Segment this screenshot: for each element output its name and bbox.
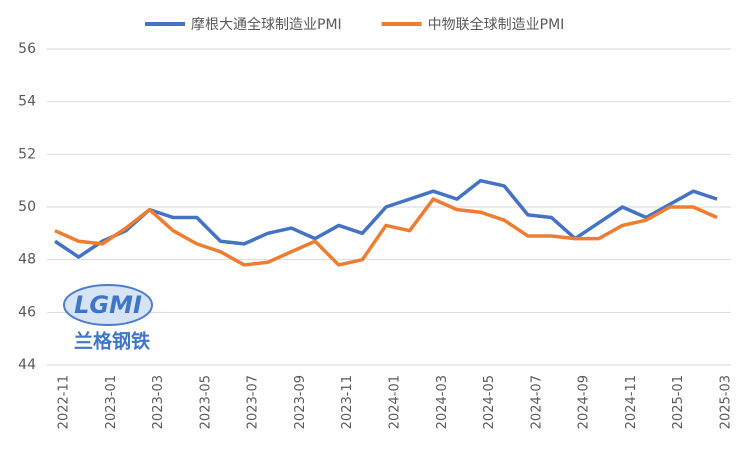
x-tick-label: 2023-11: [340, 375, 355, 429]
x-tick-label: 2024-03: [435, 375, 450, 429]
series-line: [54, 197, 718, 267]
x-tick-label: 2024-05: [482, 375, 497, 429]
y-tick-label: 56: [18, 41, 36, 57]
y-tick-label: 48: [18, 252, 36, 268]
x-tick-label: 2025-03: [719, 375, 734, 429]
logo-text: LGMI: [74, 291, 142, 319]
logo-badge: [63, 284, 153, 326]
y-tick-label: 44: [18, 357, 36, 373]
y-tick-label: 52: [18, 146, 36, 162]
y-tick-label: 50: [18, 199, 36, 215]
series-line: [54, 178, 718, 259]
x-tick-label: 2024-01: [388, 375, 403, 429]
x-tick-label: 2023-09: [293, 375, 308, 429]
x-tick-label: 2024-09: [577, 375, 592, 429]
logo: LGMI 兰格钢铁: [63, 284, 153, 353]
x-tick-label: 2023-03: [151, 375, 166, 429]
x-tick-label: 2024-11: [624, 375, 639, 429]
x-tick-label: 2024-07: [529, 375, 544, 429]
x-tick-label: 2025-01: [671, 375, 686, 429]
logo-subtitle: 兰格钢铁: [74, 330, 150, 353]
x-tick-label: 2023-05: [198, 375, 213, 429]
legend-label: 摩根大通全球制造业PMI: [191, 16, 342, 33]
x-tick-label: 2023-01: [104, 375, 119, 429]
x-tick-label: 2023-07: [246, 375, 261, 429]
y-tick-label: 54: [18, 94, 36, 110]
plot: 44 46 48 50 52 54 56 2022-11 2023-01 2023-03 2023-…: [18, 16, 733, 429]
y-tick-label: 46: [18, 304, 36, 320]
x-tick-label: 2022-11: [57, 375, 72, 429]
legend-label: 中物联全球制造业PMI: [428, 16, 565, 33]
